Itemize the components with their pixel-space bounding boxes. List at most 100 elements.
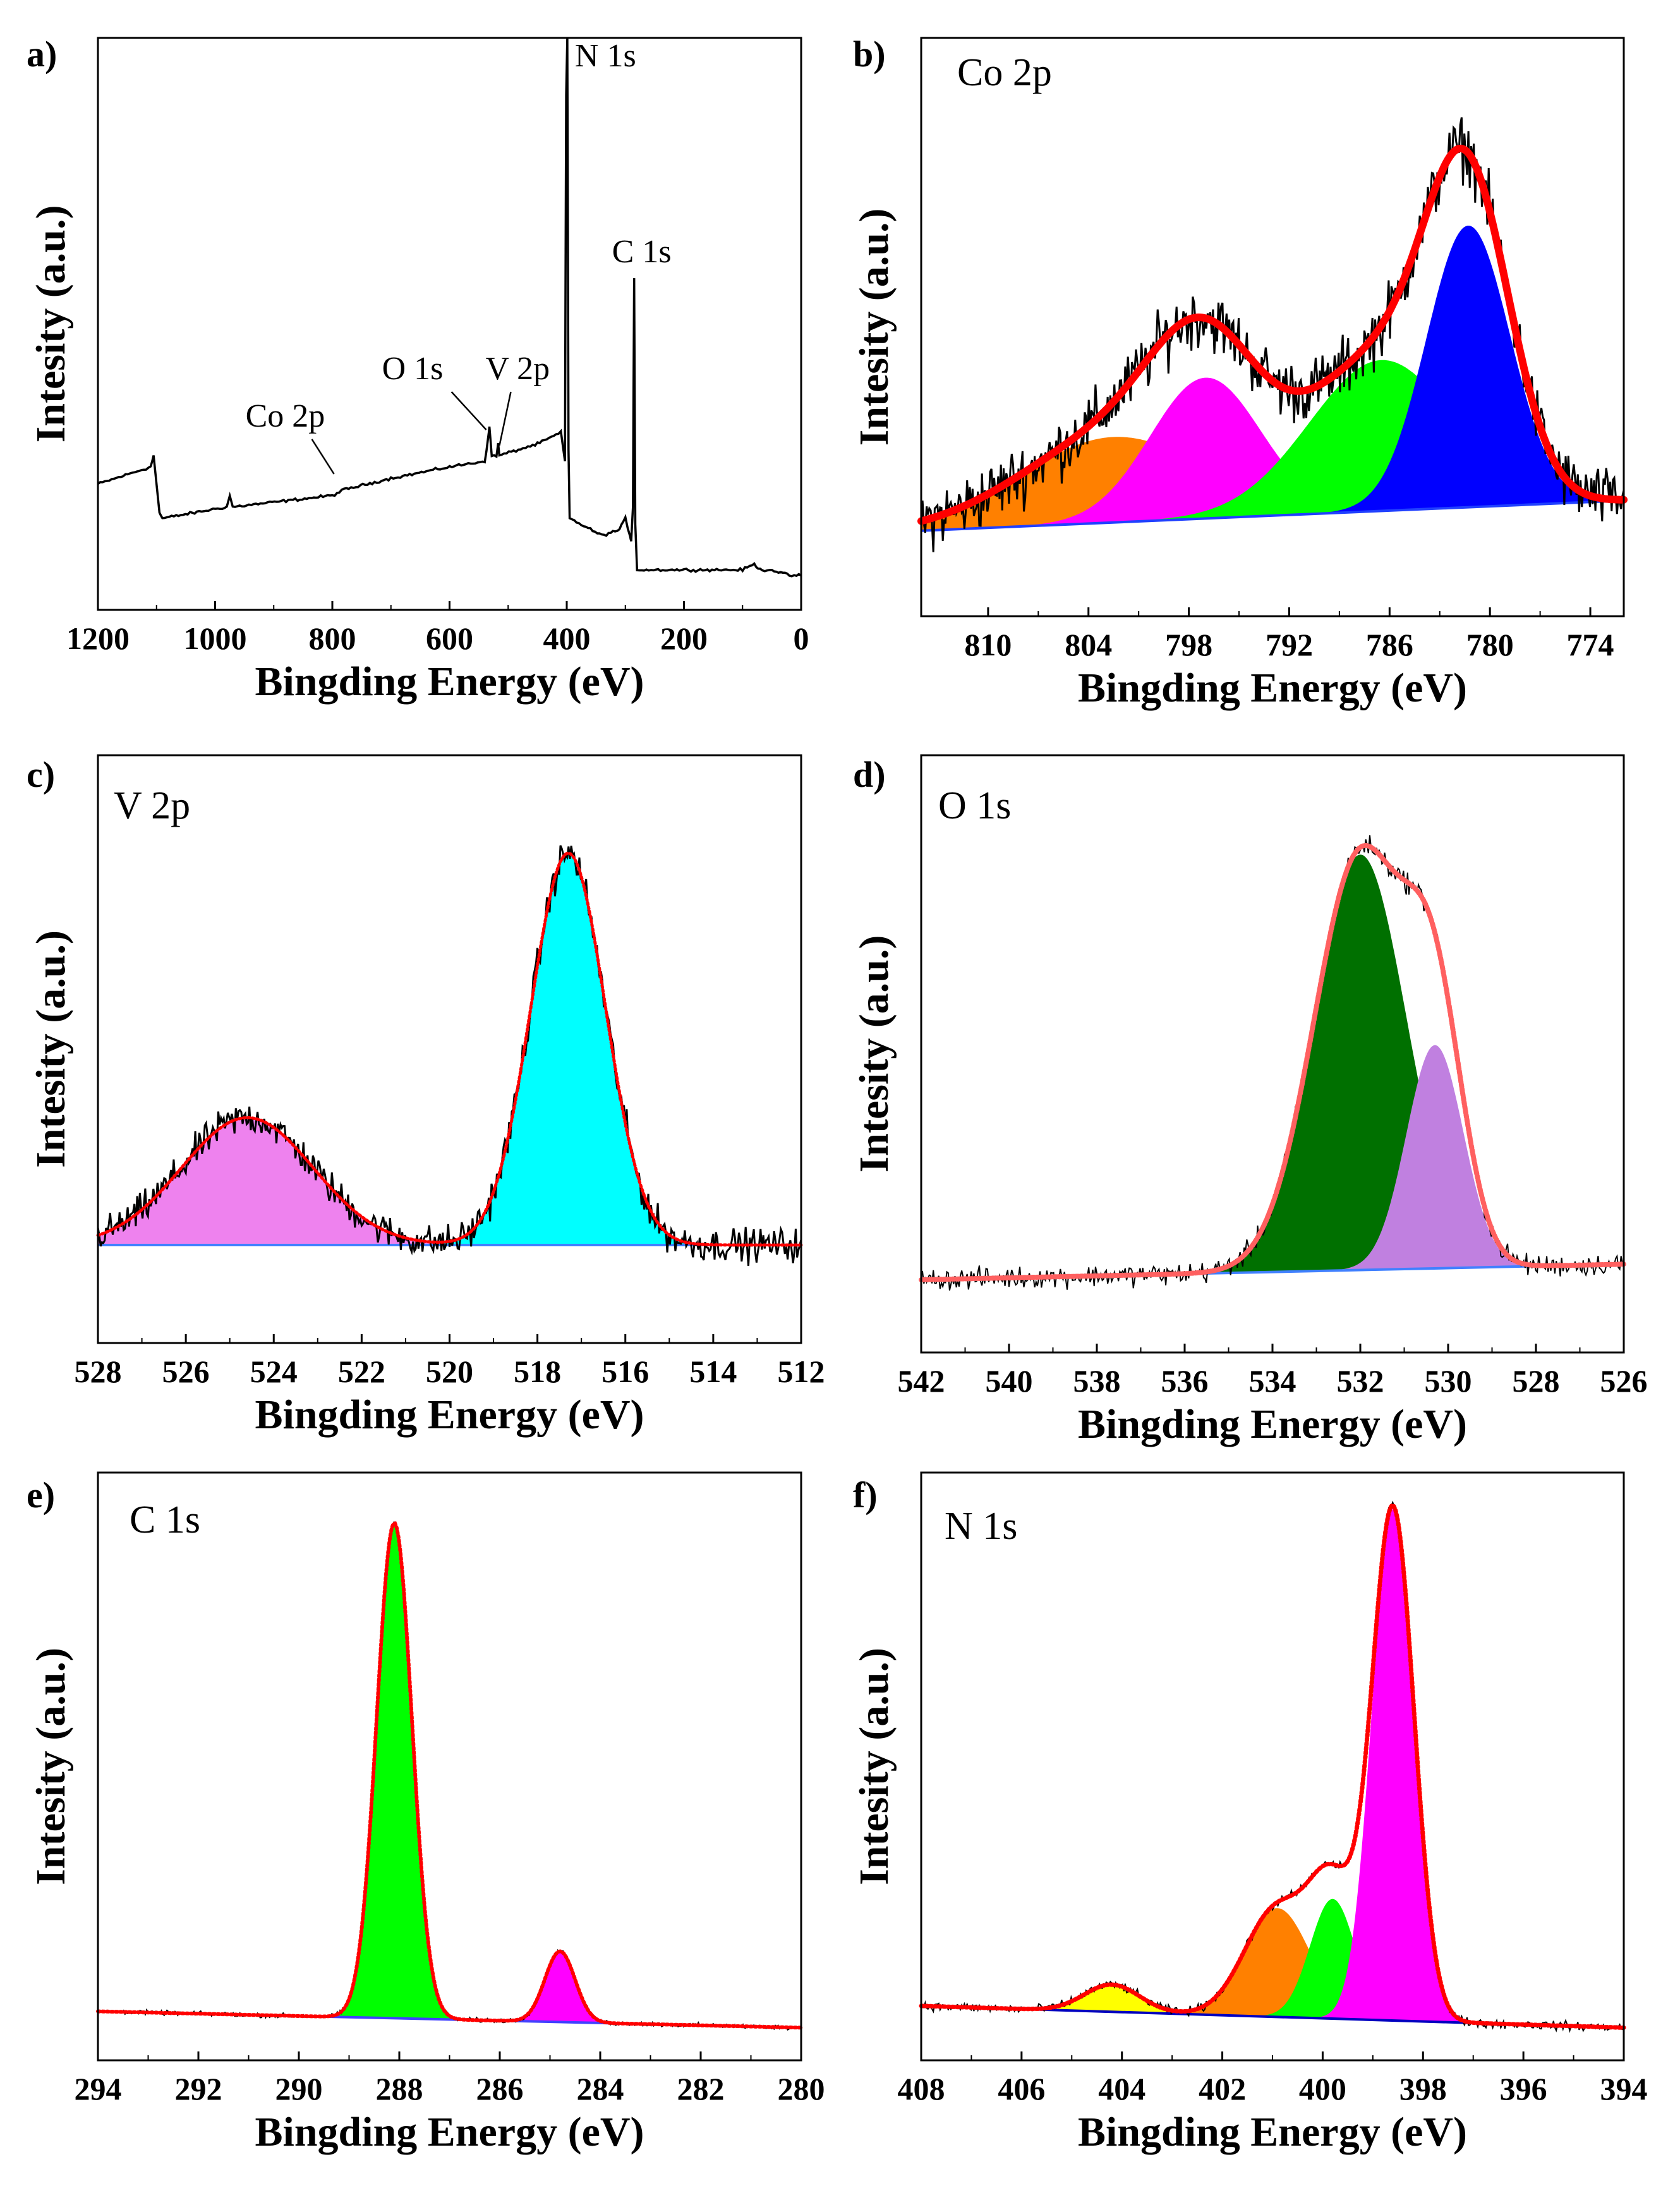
fit-component-peak-1 <box>98 1117 801 1245</box>
y-axis-title: Intesity (a.u.) <box>28 1648 74 1885</box>
x-tick-label: 538 <box>1073 1363 1121 1399</box>
x-tick-label: 798 <box>1165 627 1212 662</box>
x-tick-label: 600 <box>426 621 473 656</box>
survey-spectrum-line <box>97 37 802 578</box>
peak-label-v2p: V 2p <box>485 351 550 387</box>
plot-frame <box>97 1471 802 2062</box>
x-tick-label: 780 <box>1466 627 1514 662</box>
x-tick-label: 810 <box>964 627 1012 662</box>
x-axis-title: Bingding Energy (eV) <box>1078 2109 1467 2155</box>
panel-a-survey-chart: 1200 1000 800 600 400 200 0 Bingding Energy (eV… <box>27 33 809 705</box>
x-tick-label: 524 <box>250 1354 298 1389</box>
x-tick-label: 288 <box>376 2071 423 2106</box>
panel-d-chart: 542 540 538 536 534 532 530 528 526 Bingding Ener… <box>851 754 1648 1447</box>
y-axis-title: Intesity (a.u.) <box>28 205 74 443</box>
fitted-envelope-line <box>96 851 803 1247</box>
x-tick-label: 290 <box>275 2071 323 2106</box>
x-tick-label: 800 <box>309 621 356 656</box>
x-tick-label: 516 <box>601 1354 649 1389</box>
panel-letter: a) <box>27 33 57 75</box>
fit-component-peak-2 <box>921 1045 1624 1280</box>
panel-letter: d) <box>853 754 886 795</box>
x-tick-label: 522 <box>338 1354 385 1389</box>
panel-b-chart: 810 804 798 792 786 780 774 Bingding Energy (eV… <box>851 33 1628 711</box>
y-axis-title: Intesity (a.u.) <box>851 1648 897 1885</box>
x-tick-label: 396 <box>1500 2071 1547 2106</box>
fitted-envelope-line <box>917 144 1628 525</box>
panel-letter: c) <box>27 754 55 795</box>
x-tick-label: 0 <box>794 621 809 656</box>
peak-label-c1s: C 1s <box>612 234 672 270</box>
fitted-envelope-line <box>919 842 1626 1282</box>
annotation-arrow-co2p <box>311 439 335 475</box>
spectrum-region-label: O 1s <box>938 784 1011 827</box>
panel-letter: b) <box>853 33 886 75</box>
fit-component-peak-2 <box>921 1908 1624 2028</box>
fit-component-peak-1 <box>98 1523 801 2028</box>
x-tick-label: 200 <box>660 621 708 656</box>
x-axis-title: Bingding Energy (eV) <box>255 2109 644 2155</box>
x-tick-label: 286 <box>476 2071 524 2106</box>
x-tick-label: 402 <box>1199 2071 1246 2106</box>
x-tick-label: 518 <box>514 1354 561 1389</box>
x-axis-title: Bingding Energy (eV) <box>1078 1401 1467 1447</box>
spectrum-region-label: C 1s <box>130 1498 200 1541</box>
x-tick-label: 408 <box>898 2071 945 2106</box>
x-tick-label: 542 <box>898 1363 945 1399</box>
x-tick-label: 526 <box>1600 1363 1648 1399</box>
y-axis-title: Intesity (a.u.) <box>851 209 897 446</box>
x-tick-label: 1200 <box>66 621 130 656</box>
x-tick-label: 536 <box>1161 1363 1209 1399</box>
panel-c-chart: 528 526 524 522 520 518 516 514 512 Bingding Ener… <box>27 754 825 1438</box>
x-tick-label: 1000 <box>184 621 247 656</box>
fit-component-peak-1 <box>921 1984 1624 2028</box>
x-tick-label: 404 <box>1098 2071 1145 2106</box>
x-tick-label: 532 <box>1337 1363 1384 1399</box>
plot-frame <box>97 754 802 1344</box>
x-axis-title: Bingding Energy (eV) <box>1078 665 1467 711</box>
x-tick-label: 534 <box>1249 1363 1296 1399</box>
plot-frame <box>920 37 1625 617</box>
background-line <box>921 499 1624 532</box>
x-axis-title: Bingding Energy (eV) <box>255 659 644 705</box>
x-tick-label: 528 <box>1513 1363 1560 1399</box>
x-tick-label: 514 <box>689 1354 737 1389</box>
x-tick-label: 394 <box>1600 2071 1648 2106</box>
annotation-arrow-v2p <box>499 391 512 446</box>
fit-component-peak-2 <box>921 377 1624 531</box>
plot-frame <box>97 37 802 611</box>
peak-label-o1s: O 1s <box>382 351 444 387</box>
x-tick-label: 400 <box>1299 2071 1346 2106</box>
x-tick-label: 530 <box>1425 1363 1472 1399</box>
x-tick-label: 804 <box>1065 627 1112 662</box>
fit-component-peak-4 <box>921 226 1624 531</box>
spectrum-region-label: Co 2p <box>957 51 1052 94</box>
x-tick-label: 400 <box>543 621 591 656</box>
x-tick-label: 294 <box>75 2071 122 2106</box>
panel-e-chart: 294 292 290 288 286 284 282 280 Bingding Energy … <box>27 1471 825 2155</box>
annotation-arrow-o1s <box>450 391 487 430</box>
spectrum-region-label: V 2p <box>114 784 190 827</box>
x-tick-label: 406 <box>998 2071 1045 2106</box>
panel-letter: f) <box>853 1474 878 1516</box>
fitted-envelope-line <box>96 1521 803 2030</box>
x-tick-label: 398 <box>1399 2071 1447 2106</box>
x-tick-label: 540 <box>986 1363 1033 1399</box>
x-tick-label: 528 <box>75 1354 122 1389</box>
fit-component-peak-2 <box>98 853 801 1245</box>
fitted-envelope-line <box>919 1502 1626 2030</box>
fit-component-peak-1 <box>921 854 1624 1280</box>
y-axis-title: Intesity (a.u.) <box>851 935 897 1173</box>
x-axis-title: Bingding Energy (eV) <box>255 1392 644 1438</box>
x-tick-label: 520 <box>426 1354 473 1389</box>
x-tick-label: 292 <box>175 2071 222 2106</box>
y-axis-title: Intesity (a.u.) <box>28 930 74 1168</box>
x-tick-label: 512 <box>778 1354 825 1389</box>
x-tick-label: 786 <box>1366 627 1413 662</box>
peak-label-n1s: N 1s <box>575 38 636 74</box>
panel-f-chart: 408 406 404 402 400 398 396 394 Bingding Energy … <box>851 1471 1648 2155</box>
panel-letter: e) <box>27 1474 55 1516</box>
x-tick-label: 526 <box>162 1354 210 1389</box>
x-tick-label: 792 <box>1266 627 1313 662</box>
